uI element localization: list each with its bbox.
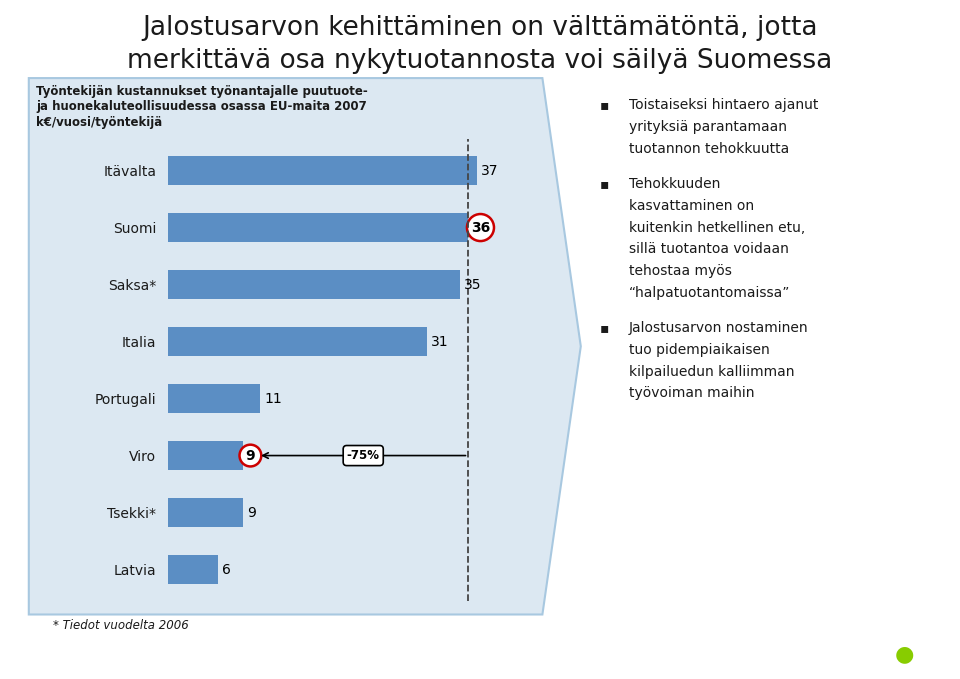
Text: tehostaa myös: tehostaa myös <box>629 264 732 278</box>
Text: kasvattaminen on: kasvattaminen on <box>629 199 754 213</box>
Text: kuitenkin hetkellinen etu,: kuitenkin hetkellinen etu, <box>629 221 805 235</box>
Bar <box>168 441 243 471</box>
Text: * Tiedot vuodelta 2006: * Tiedot vuodelta 2006 <box>53 619 188 632</box>
Text: Lähteet: Tilastokeskus, Eurostat: Lähteet: Tilastokeskus, Eurostat <box>14 648 243 661</box>
Bar <box>168 555 218 585</box>
Text: kilpailuedun kalliimman: kilpailuedun kalliimman <box>629 365 794 379</box>
Text: ja huonekaluteollisuudessa osassa EU-maita 2007: ja huonekaluteollisuudessa osassa EU-mai… <box>36 100 368 113</box>
Text: sillä tuotantoa voidaan: sillä tuotantoa voidaan <box>629 242 789 257</box>
Text: symb: symb <box>843 646 893 663</box>
Text: Toistaiseksi hintaero ajanut: Toistaiseksi hintaero ajanut <box>629 98 818 113</box>
Text: k€/vuosi/työntekijä: k€/vuosi/työntekijä <box>36 116 163 129</box>
Text: 36: 36 <box>470 221 491 234</box>
Text: Tehokkuuden: Tehokkuuden <box>629 177 720 191</box>
Text: 9: 9 <box>246 449 255 462</box>
Bar <box>168 155 477 185</box>
Text: ▪: ▪ <box>600 98 610 113</box>
Text: Jalostusarvon nostaminen: Jalostusarvon nostaminen <box>629 321 808 335</box>
Text: -75%: -75% <box>347 449 380 462</box>
Text: Jalostusarvon kehittäminen on välttämätöntä, jotta: Jalostusarvon kehittäminen on välttämätö… <box>142 15 818 41</box>
Text: osi: osi <box>917 646 944 663</box>
Text: ▪: ▪ <box>600 177 610 191</box>
Bar <box>168 498 243 528</box>
Text: 37: 37 <box>481 164 498 177</box>
Text: Työntekijän kustannukset työnantajalle puutuote-: Työntekijän kustannukset työnantajalle p… <box>36 85 369 98</box>
Text: 31: 31 <box>431 335 448 348</box>
Text: tuotannon tehokkuutta: tuotannon tehokkuutta <box>629 142 789 156</box>
Text: työvoiman maihin: työvoiman maihin <box>629 386 755 401</box>
Text: 6: 6 <box>222 563 231 576</box>
Text: ●: ● <box>895 644 914 665</box>
Text: 9: 9 <box>248 506 256 519</box>
Text: “halpatuotantomaissa”: “halpatuotantomaissa” <box>629 286 790 300</box>
Bar <box>168 270 460 299</box>
Bar <box>168 384 260 414</box>
Bar <box>168 213 468 242</box>
Text: tuo pidempiaikaisen: tuo pidempiaikaisen <box>629 343 770 357</box>
Text: 11: 11 <box>264 392 281 405</box>
Text: 35: 35 <box>465 278 482 291</box>
Bar <box>168 327 426 356</box>
Text: merkittävä osa nykytuotannosta voi säilyä Suomessa: merkittävä osa nykytuotannosta voi säily… <box>128 48 832 73</box>
Text: ▪: ▪ <box>600 321 610 335</box>
Text: yrityksiä parantamaan: yrityksiä parantamaan <box>629 120 787 134</box>
